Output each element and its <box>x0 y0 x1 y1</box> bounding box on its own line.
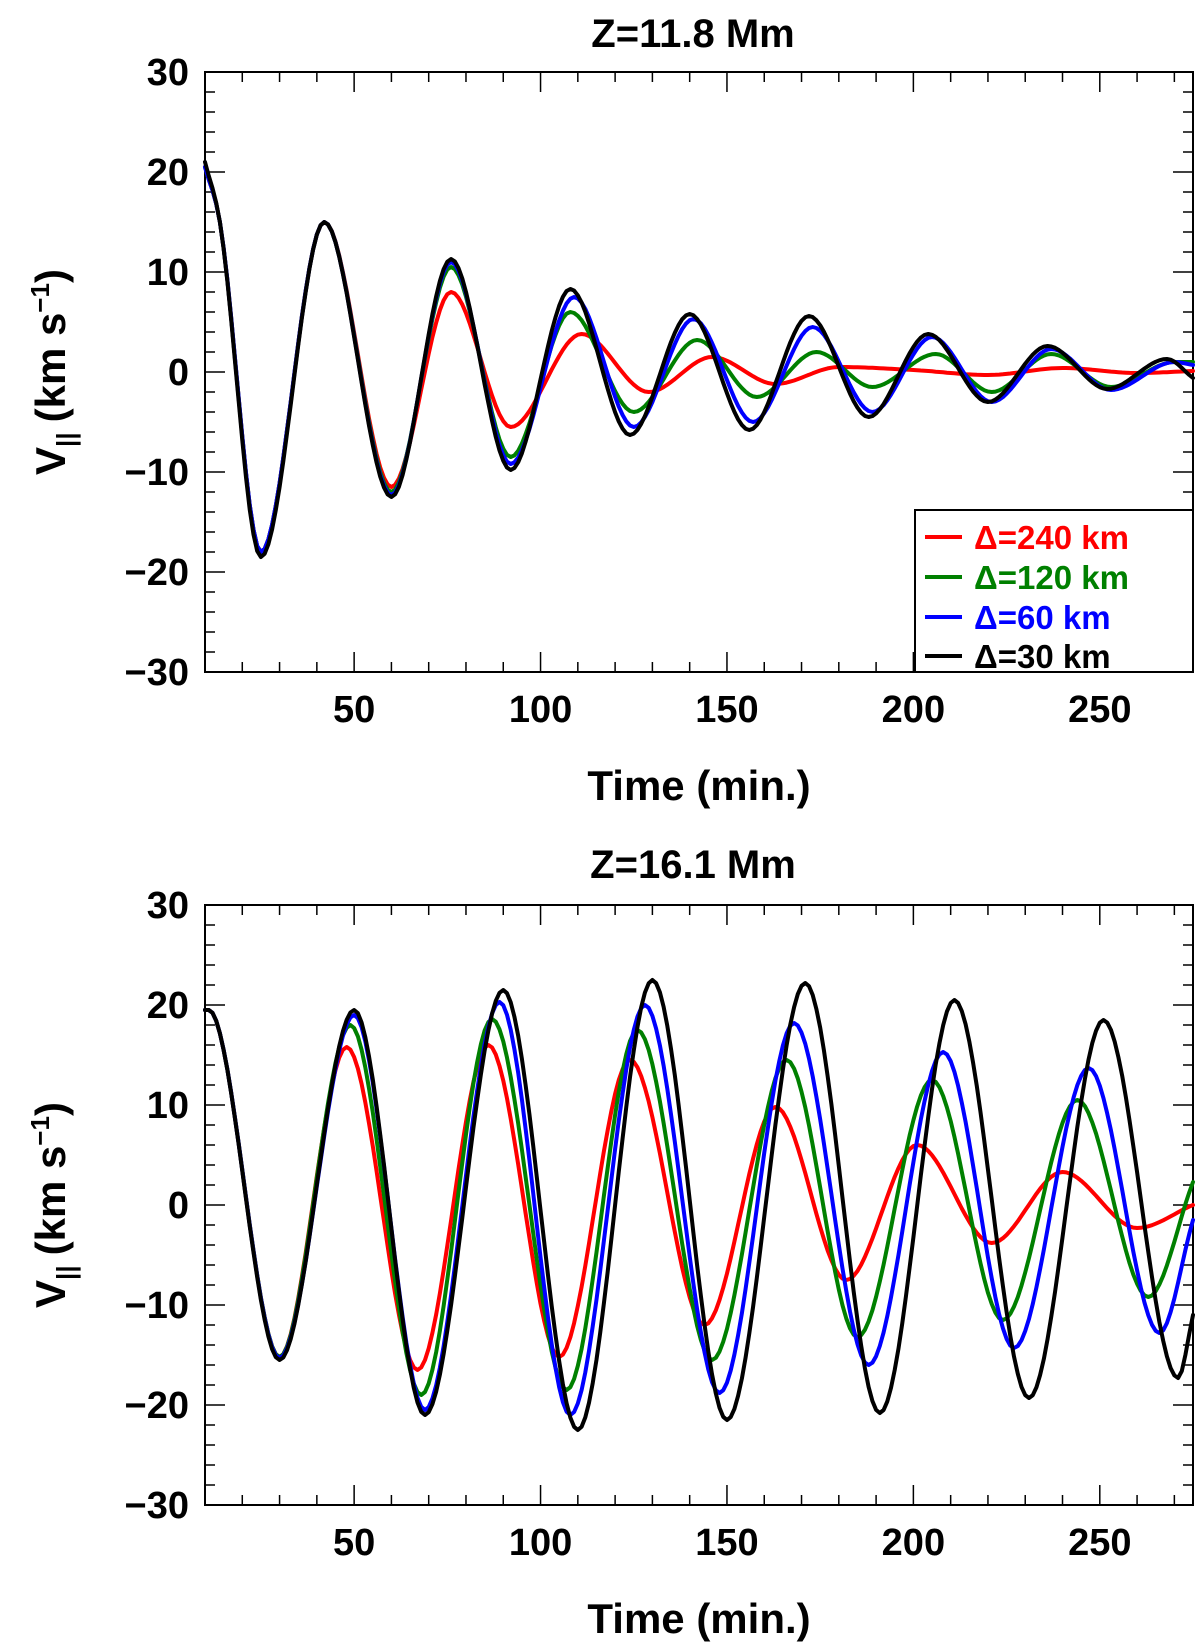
y-axis-superscript: −1 <box>25 283 55 313</box>
panel-top: Z=11.8 Mm 50 100 150 200 250 −30 −20 −10 0 10 20 3… <box>25 12 1195 809</box>
axis-ticks <box>204 904 1193 1506</box>
y-axis-label: V|| (km s−1) <box>25 1102 81 1308</box>
series-line-0 <box>203 165 1195 554</box>
y-axis-close: ) <box>27 269 74 283</box>
y-tick-label: 10 <box>147 252 189 294</box>
y-axis-symbol: V <box>27 1280 74 1308</box>
y-tick-label: 30 <box>147 52 189 94</box>
y-axis-units: (km s <box>27 1146 74 1256</box>
legend-label-3: Δ=30 km <box>974 638 1111 675</box>
y-tick-label: 10 <box>147 1085 189 1127</box>
y-tick-label: 0 <box>168 352 189 394</box>
x-tick-labels: 50 100 150 200 250 <box>333 689 1132 731</box>
y-axis-close: ) <box>27 1102 74 1116</box>
legend: Δ=240 km Δ=120 km Δ=60 km Δ=30 km <box>914 509 1194 675</box>
x-tick-label: 50 <box>333 689 375 731</box>
chart-title: Z=11.8 Mm <box>591 12 794 56</box>
y-tick-labels: −30 −20 −10 0 10 20 30 <box>125 885 189 1527</box>
y-tick-label: −20 <box>125 1385 189 1427</box>
chart-title: Z=16.1 Mm <box>590 843 796 887</box>
axis-ticks <box>204 71 1193 673</box>
x-tick-label: 100 <box>509 1522 572 1564</box>
y-axis-subscript: || <box>51 1265 81 1280</box>
series-group <box>203 978 1195 1432</box>
y-tick-label: 20 <box>147 985 189 1027</box>
y-tick-labels: −30 −20 −10 0 10 20 30 <box>125 52 189 694</box>
series-group <box>203 160 1195 559</box>
panel-bottom: Z=16.1 Mm 50 100 150 200 250 −30 −20 −10 0 10 20 3… <box>25 843 1195 1642</box>
y-tick-label: −20 <box>125 552 189 594</box>
x-tick-labels: 50 100 150 200 250 <box>333 1522 1132 1564</box>
x-tick-label: 100 <box>509 689 572 731</box>
x-tick-label: 150 <box>695 1522 758 1564</box>
x-tick-label: 150 <box>695 689 758 731</box>
y-axis-subscript: || <box>51 432 81 447</box>
y-tick-label: −30 <box>125 652 189 694</box>
legend-label-0: Δ=240 km <box>974 519 1129 556</box>
y-tick-label: 0 <box>168 1185 189 1227</box>
x-tick-label: 200 <box>882 689 945 731</box>
y-tick-label: 30 <box>147 885 189 927</box>
series-line-3 <box>203 978 1195 1432</box>
x-tick-label: 50 <box>333 1522 375 1564</box>
y-axis-superscript: −1 <box>25 1116 55 1146</box>
series-line-1 <box>203 1008 1195 1397</box>
y-axis-label: V|| (km s−1) <box>25 269 81 475</box>
y-axis-units: (km s <box>27 313 74 423</box>
y-tick-label: −30 <box>125 1485 189 1527</box>
plot-frame <box>204 904 1194 1506</box>
legend-label-2: Δ=60 km <box>974 599 1111 636</box>
x-axis-label: Time (min.) <box>587 762 810 809</box>
y-tick-label: 20 <box>147 152 189 194</box>
x-tick-label: 250 <box>1068 1522 1131 1564</box>
x-tick-label: 200 <box>882 1522 945 1564</box>
x-axis-label: Time (min.) <box>587 1595 810 1642</box>
y-axis-symbol: V <box>27 447 74 475</box>
y-tick-label: −10 <box>125 452 189 494</box>
x-tick-label: 250 <box>1068 689 1131 731</box>
legend-label-1: Δ=120 km <box>974 559 1129 596</box>
series-line-3 <box>203 160 1195 559</box>
y-tick-label: −10 <box>125 1285 189 1327</box>
